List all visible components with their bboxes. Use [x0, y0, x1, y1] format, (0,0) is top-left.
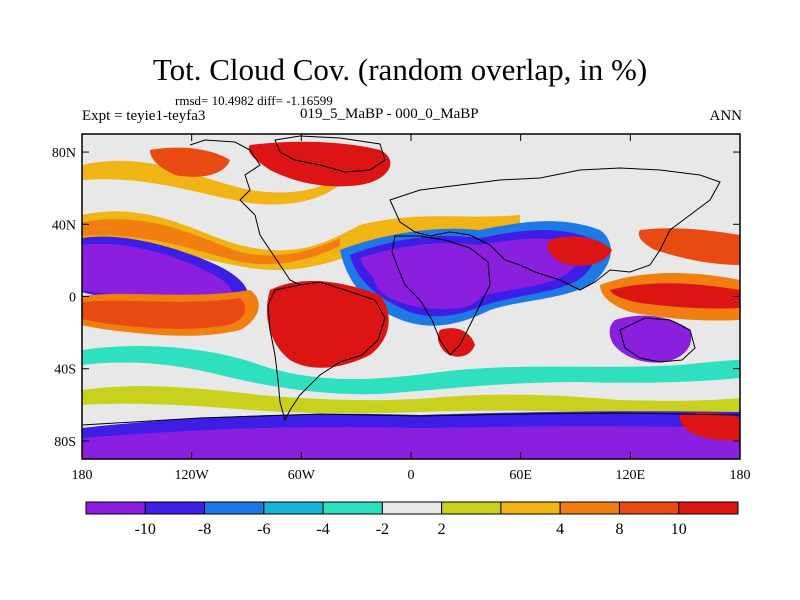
lon-tick-label: 120E — [616, 468, 646, 483]
colorbar-swatch — [263, 501, 324, 515]
colorbar-swatch — [381, 501, 443, 515]
lon-tick-label: 60E — [509, 468, 532, 483]
colorbar-label: -10 — [135, 521, 156, 538]
lon-tick-label: 180 — [730, 468, 751, 483]
coastlines — [82, 135, 740, 426]
stats-text: rmsd= 10.4982 diff= -1.16599 — [175, 93, 333, 108]
colorbar-label: -2 — [376, 521, 389, 538]
colorbar-label: 4 — [556, 521, 564, 538]
colorbar-label: -8 — [198, 521, 211, 538]
colorbar-swatch — [204, 501, 265, 515]
colorbar-swatch — [559, 501, 620, 515]
colorbar-label: 10 — [671, 521, 687, 538]
colorbar-swatch — [441, 501, 502, 515]
lat-tick-label: 40N — [52, 218, 76, 233]
colorbar-swatch — [618, 501, 680, 515]
colorbar-swatch — [500, 501, 561, 515]
lat-tick-label: 40S — [54, 363, 76, 378]
subtitle: 019_5_MaBP - 000_0_MaBP — [300, 106, 479, 122]
chart-title: Tot. Cloud Cov. (random overlap, in %) — [152, 52, 648, 87]
colorbar-label: -6 — [257, 521, 270, 538]
colorbar-swatch — [144, 501, 206, 515]
lat-tick-label: 80N — [52, 146, 76, 161]
colorbar-swatch — [85, 501, 146, 515]
longitude-axis: 180 120W 60W 0 60E 120E 180 — [72, 134, 751, 483]
lat-tick-label: 80S — [54, 435, 76, 450]
colorbar-label: 8 — [615, 521, 623, 538]
lon-tick-label: 60W — [288, 468, 316, 483]
experiment-label: Expt = teyie1-teyfa3 — [82, 108, 206, 124]
lon-tick-label: 0 — [408, 468, 415, 483]
colorbar-swatch — [322, 501, 383, 515]
colorbar-swatch — [678, 501, 739, 515]
map-field — [82, 134, 740, 459]
season-label: ANN — [709, 108, 743, 124]
colorbar-label: -4 — [316, 521, 329, 538]
lon-tick-label: 180 — [72, 468, 93, 483]
colorbar-label: 2 — [438, 521, 446, 538]
latitude-axis: 80N 40N 0 40S 80S — [52, 146, 740, 450]
lat-tick-label: 0 — [69, 291, 76, 306]
colorbar: -10 -8 -6 -4 -2 2 4 8 10 — [85, 501, 739, 538]
lon-tick-label: 120W — [175, 468, 210, 483]
